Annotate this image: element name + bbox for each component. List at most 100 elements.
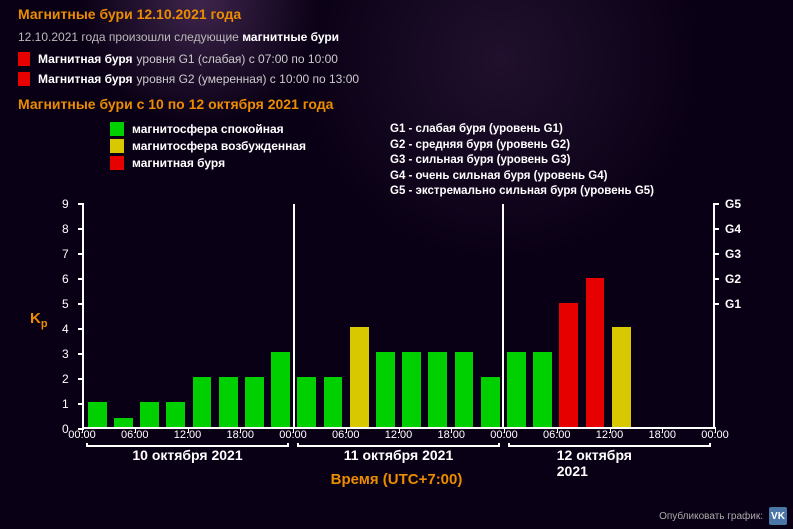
- legend-swatch: [110, 122, 124, 136]
- storm-event-bold: Магнитная буря: [38, 52, 133, 66]
- kp-bar: [376, 352, 395, 426]
- kp-bar: [455, 352, 474, 426]
- legend-label: магнитосфера спокойная: [132, 122, 284, 136]
- page-title: Магнитные бури 12.10.2021 года: [18, 6, 775, 22]
- kp-bar: [219, 377, 238, 427]
- storm-swatch: [18, 72, 30, 86]
- kp-bar: [114, 418, 133, 427]
- y-tick-mark: [78, 203, 84, 205]
- legend-item: магнитосфера возбужденная: [110, 139, 390, 153]
- g-tick-mark: [713, 203, 719, 205]
- kp-bar: [507, 352, 526, 426]
- intro-prefix: 12.10.2021 года произошли следующие: [18, 30, 242, 44]
- g-tick-label: G5: [725, 197, 741, 211]
- y-tick-mark: [78, 378, 84, 380]
- legend-item: магнитная буря: [110, 156, 390, 170]
- kp-bar: [193, 377, 212, 427]
- day-label: 10 октября 2021: [132, 447, 242, 463]
- g-tick-mark: [713, 278, 719, 280]
- kp-bar: [481, 377, 500, 427]
- x-tick-label: 06:00: [543, 429, 571, 441]
- legend-swatch: [110, 156, 124, 170]
- storm-event-bold: Магнитная буря: [38, 72, 133, 86]
- kp-bar: [88, 402, 107, 427]
- g-level-desc: G1 - слабая буря (уровень G1): [390, 122, 750, 138]
- y-tick-label: 9: [62, 197, 69, 211]
- g-level-desc: G5 - экстремально сильная буря (уровень …: [390, 184, 750, 200]
- kp-bar: [612, 327, 631, 426]
- kp-bar: [245, 377, 264, 427]
- intro-text: 12.10.2021 года произошли следующие магн…: [18, 30, 775, 44]
- g-level-desc: G4 - очень сильная буря (уровень G4): [390, 169, 750, 185]
- share-label: Опубликовать график:: [659, 511, 763, 522]
- g-level-desc: G2 - средняя буря (уровень G2): [390, 138, 750, 154]
- day-separator: [502, 204, 504, 427]
- y-tick-mark: [78, 328, 84, 330]
- x-tick-label: 06:00: [332, 429, 360, 441]
- legend-item: магнитосфера спокойная: [110, 122, 390, 136]
- y-tick-label: 5: [62, 297, 69, 311]
- x-tick-label: 12:00: [596, 429, 624, 441]
- x-tick-label: 00:00: [68, 429, 96, 441]
- y-tick-label: 7: [62, 247, 69, 261]
- x-tick-label: 00:00: [701, 429, 729, 441]
- storm-event: Магнитная буря уровня G1 (слабая) с 07:0…: [18, 52, 775, 66]
- y-tick-label: 3: [62, 347, 69, 361]
- x-tick-label: 12:00: [174, 429, 202, 441]
- storm-event: Магнитная буря уровня G2 (умеренная) с 1…: [18, 72, 775, 86]
- x-tick-label: 00:00: [490, 429, 518, 441]
- g-tick-mark: [713, 253, 719, 255]
- kp-chart: Kp 0123456789G1G2G3G4G5 00:0006:0012:001…: [0, 200, 793, 488]
- day-separator: [293, 204, 295, 427]
- legend-swatch: [110, 139, 124, 153]
- y-tick-mark: [78, 353, 84, 355]
- x-tick-label: 18:00: [648, 429, 676, 441]
- legend-label: магнитная буря: [132, 156, 225, 170]
- y-tick-label: 1: [62, 397, 69, 411]
- y-tick-mark: [78, 228, 84, 230]
- y-tick-mark: [78, 278, 84, 280]
- kp-bar: [140, 402, 159, 427]
- x-tick-label: 00:00: [279, 429, 307, 441]
- g-tick-label: G2: [725, 272, 741, 286]
- share-footer: Опубликовать график: VK: [659, 507, 787, 525]
- g-tick-mark: [713, 228, 719, 230]
- g-tick-label: G3: [725, 247, 741, 261]
- x-tick-label: 18:00: [226, 429, 254, 441]
- g-level-desc: G3 - сильная буря (уровень G3): [390, 153, 750, 169]
- kp-bar: [559, 303, 578, 427]
- storm-event-text: уровня G2 (умеренная) с 10:00 по 13:00: [137, 72, 360, 86]
- y-tick-label: 8: [62, 222, 69, 236]
- kp-bar: [586, 278, 605, 427]
- intro-bold: магнитные бури: [242, 30, 339, 44]
- kp-bar: [533, 352, 552, 426]
- y-axis-label: Kp: [30, 310, 48, 330]
- y-tick-mark: [78, 253, 84, 255]
- y-tick-label: 2: [62, 372, 69, 386]
- day-label: 11 октября 2021: [344, 447, 454, 463]
- storm-event-text: уровня G1 (слабая) с 07:00 по 10:00: [137, 52, 338, 66]
- g-tick-label: G1: [725, 297, 741, 311]
- kp-bar: [166, 402, 185, 427]
- kp-bar: [350, 327, 369, 426]
- kp-bar: [324, 377, 343, 427]
- x-tick-label: 18:00: [437, 429, 465, 441]
- y-tick-label: 6: [62, 272, 69, 286]
- vk-icon[interactable]: VK: [769, 507, 787, 525]
- kp-bar: [271, 352, 290, 426]
- storm-swatch: [18, 52, 30, 66]
- subtitle: Магнитные бури с 10 по 12 октября 2021 г…: [18, 96, 775, 112]
- x-tick-label: 06:00: [121, 429, 149, 441]
- chart-legend: магнитосфера спокойная магнитосфера возбу…: [0, 112, 793, 200]
- kp-bar: [402, 352, 421, 426]
- g-tick-label: G4: [725, 222, 741, 236]
- y-tick-mark: [78, 403, 84, 405]
- y-tick-mark: [78, 303, 84, 305]
- kp-bar: [428, 352, 447, 426]
- x-tick-label: 12:00: [385, 429, 413, 441]
- legend-label: магнитосфера возбужденная: [132, 139, 306, 153]
- y-tick-label: 4: [62, 322, 69, 336]
- g-tick-mark: [713, 303, 719, 305]
- day-label: 12 октября 2021: [557, 447, 663, 479]
- kp-bar: [297, 377, 316, 427]
